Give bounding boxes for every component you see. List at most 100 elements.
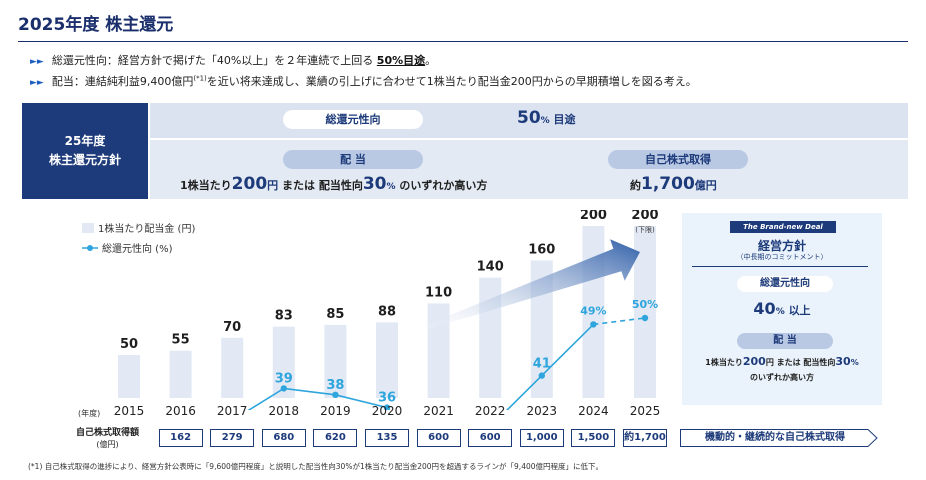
footnote: (*1) 自己株式取得の進捗により、経営方針公表時に「9,600億円程度」と説明… (28, 462, 604, 471)
payout-ratio-label: 39 (275, 371, 293, 386)
deal-dividend-line1: 1株当たり200円 または 配当性向30% (705, 355, 859, 368)
dividend-bar (221, 337, 244, 398)
deal-subtitle: （中長期のコミットメント） (736, 253, 828, 261)
legend-line-swatch (82, 245, 98, 251)
buyback-pill: 自己株式取得 (608, 150, 748, 169)
buyback-value-box: 620 (313, 429, 358, 447)
buyback-value-box: 279 (210, 429, 255, 447)
bullet-text: 配当：連結純利益9,400億円 (51, 75, 194, 88)
bullet-text-end: 。 (425, 54, 437, 67)
buyback-value-box: 135 (365, 429, 409, 447)
bullet-arrow-icon: ►► (30, 78, 44, 88)
policy-header: 25年度 株主還元方針 (22, 103, 148, 199)
payout-ratio-label: 38 (326, 378, 344, 393)
buyback-value-box: 1,000 (519, 429, 564, 447)
footnote-ref: (*1) (193, 74, 207, 83)
dividend-bar (118, 355, 140, 398)
payout-ratio-label: 49% (580, 304, 606, 317)
brand-new-deal-logo: The Brand-new Deal (730, 221, 836, 233)
dividend-bar-label: 70 (223, 320, 241, 335)
legend-bar-label: 1株当たり配当金 (円) (98, 224, 196, 235)
arrow-shape-icon (680, 429, 878, 447)
payout-ratio-label: 36 (378, 391, 396, 406)
buyback-value-box: 1,500 (571, 429, 616, 447)
bullet-emphasis: 50%目途 (376, 54, 426, 67)
brand-new-deal-panel: The Brand-new Deal 経営方針 （中長期のコミットメント） 総還… (682, 213, 882, 405)
dividend-bar-label: 200 (580, 210, 607, 223)
x-tick-label: 2023 (526, 404, 558, 418)
dividend-bar-label: 55 (172, 333, 190, 348)
deal-total-pill: 総還元性向 (737, 276, 833, 292)
buyback-value-box: 680 (261, 429, 306, 447)
deal-title: 経営方針 (757, 239, 806, 253)
deal-total-value: 40% 以上 (753, 299, 811, 318)
total-return-value: 50% 目途 (517, 108, 576, 128)
policy-header-line1: 25年度 (64, 134, 106, 148)
buyback-policy-text: 約1,700億円 (630, 174, 717, 194)
payout-ratio-label: 41 (533, 357, 551, 372)
forecast-note: (下限) (635, 225, 655, 234)
dividend-bar-label: 110 (425, 285, 452, 300)
x-tick-label: 2025 (629, 404, 661, 418)
deal-divider (692, 266, 868, 267)
dividend-pill: 配 当 (283, 150, 423, 169)
dividend-bar (169, 350, 192, 398)
x-tick-label: 2017 (216, 404, 248, 418)
buyback-policy-arrow: 機動的・継続的な自己株式取得 (680, 429, 878, 447)
legend-bar: 1株当たり配当金 (円) (82, 220, 195, 235)
bullet-dividend: ►► 配当：連結純利益9,400億円(*1)を近い将来達成し、業績の引上げに合わせ… (30, 73, 697, 89)
bullet-text-end: を近い将来達成し、業績の引上げに合わせて1株当たり配当金200円からの早期積増し… (206, 75, 697, 88)
dividend-chart: 505570838588110140160200200(下限)332934393… (118, 210, 659, 410)
dividend-bar (324, 324, 347, 398)
policy-header-line2: 株主還元方針 (48, 153, 121, 167)
legend-line: 総還元性向 (%) (82, 240, 172, 255)
buyback-value-box: 162 (158, 429, 203, 447)
x-tick-label: 2024 (578, 404, 609, 418)
buyback-value-box: 600 (416, 429, 461, 447)
x-tick-label: 2020 (371, 404, 403, 418)
bullet-total-return: ►► 総還元性向：経営方針で掲げた「40%以上」を２年連続で上回る 50%目途。 (30, 52, 436, 68)
deal-dividend-pill: 配 当 (737, 333, 833, 349)
payout-ratio-line (247, 323, 594, 410)
buyback-value-box: 600 (468, 429, 513, 447)
payout-ratio-point (590, 321, 597, 328)
deal-dividend-line2: のいずれか高い方 (750, 373, 814, 382)
dividend-bar-label: 83 (275, 309, 293, 324)
buyback-value-box: 約1,700 (623, 429, 667, 447)
payout-ratio-label: 50% (632, 298, 658, 311)
dividend-policy-text: 1株当たり200円 または 配当性向30% のいずれか高い方 (180, 174, 488, 194)
payout-ratio-point (280, 385, 287, 392)
x-tick-label: 2022 (474, 404, 506, 418)
x-tick-label: 2016 (165, 404, 196, 418)
policy-total-row (150, 103, 908, 140)
dividend-bar-label: 50 (120, 337, 138, 352)
dividend-bar-label: 85 (326, 307, 344, 322)
x-tick-label: 2018 (268, 404, 300, 418)
dividend-bar (634, 226, 656, 398)
bullet-text: 総還元性向：経営方針で掲げた「40%以上」を２年連続で上回る (51, 54, 377, 67)
dividend-bar-label: 88 (378, 304, 396, 319)
x-tick-label: 2019 (320, 404, 351, 418)
legend-line-label: 総還元性向 (%) (102, 244, 173, 255)
dividend-bar (272, 326, 295, 398)
payout-ratio-point (332, 391, 339, 398)
x-tick-label: 2021 (423, 404, 454, 418)
legend-bar-swatch (82, 223, 94, 233)
total-return-pill: 総還元性向 (283, 110, 423, 129)
buyback-row-label: 自己株式取得額 (億円) (76, 428, 140, 449)
dividend-bar-label: 160 (528, 242, 555, 257)
growth-trend-arrow (417, 239, 640, 332)
payout-ratio-point (538, 372, 545, 379)
dividend-bar (376, 322, 398, 398)
buyback-policy-text: 機動的・継続的な自己株式取得 (705, 432, 845, 443)
bullet-arrow-icon: ►► (30, 57, 44, 67)
title-rule (18, 41, 908, 42)
year-unit-label: (年度) (78, 409, 101, 418)
payout-ratio-point (641, 314, 649, 322)
dividend-bar-label: 200 (631, 210, 658, 223)
dividend-bar-label: 140 (477, 260, 504, 275)
payout-ratio-point (383, 404, 391, 410)
x-tick-label: 2015 (113, 404, 145, 418)
page-title: 2025年度 株主還元 (18, 15, 174, 35)
